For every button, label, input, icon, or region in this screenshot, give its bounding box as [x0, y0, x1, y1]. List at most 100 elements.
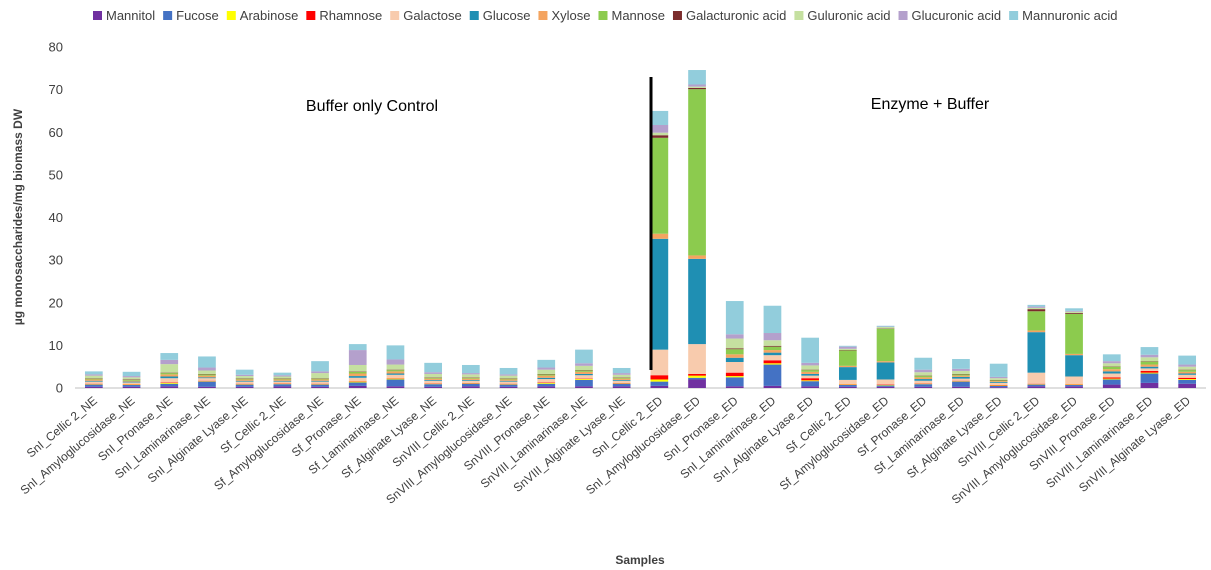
y-tick-label: 70 [49, 82, 63, 97]
legend-swatch [93, 11, 102, 20]
bar-segment [160, 378, 179, 383]
bar-segment [198, 386, 216, 388]
bar-segment [235, 374, 254, 377]
bar-segment [461, 379, 480, 381]
bar-stack [499, 367, 518, 388]
bar-stack [876, 325, 895, 388]
bar-segment [84, 375, 103, 379]
chart-legend: Mannitol Fucose Arabinose Rhamnose Galactose… [93, 8, 1118, 23]
bar-segment [838, 345, 857, 347]
bar-segment [1102, 377, 1121, 379]
bar-segment [461, 364, 480, 374]
legend-item: Mannuronic acid [1009, 8, 1118, 23]
bar-segment [725, 338, 744, 349]
bar-segment [1102, 371, 1121, 374]
bar-segment [1140, 357, 1159, 362]
bar-segment [914, 380, 933, 384]
bar-segment [424, 362, 443, 373]
bar-segment [876, 327, 895, 329]
legend-swatch [469, 11, 479, 20]
bar-segment [273, 384, 292, 387]
bar-segment [1178, 371, 1197, 374]
bar-segment [612, 373, 631, 375]
legend-label: Glucose [483, 8, 531, 23]
bar-segment [876, 361, 895, 363]
bar-segment [122, 385, 141, 387]
bar-segment [1027, 306, 1046, 308]
bar-segment [914, 379, 933, 381]
bar-segment [424, 386, 443, 388]
bar-segment [235, 386, 254, 388]
bar-segment [725, 349, 744, 355]
bar-segment [725, 334, 744, 339]
bar-segment [989, 385, 1008, 388]
bar-segment [235, 381, 254, 384]
bar-segment [1178, 364, 1197, 367]
bar-segment [273, 375, 292, 377]
bar-segment [763, 355, 782, 361]
bar-stack [688, 70, 706, 388]
bar-segment [688, 344, 706, 374]
bar-segment [84, 386, 103, 388]
bar-stack [198, 356, 216, 388]
bar-segment [235, 379, 254, 381]
bar-stack [989, 363, 1008, 388]
bar-segment [198, 377, 216, 379]
bar-segment [1102, 363, 1121, 367]
legend-swatch [390, 11, 400, 20]
bar-segment [989, 382, 1008, 386]
bar-segment [424, 379, 443, 381]
bar-segment [725, 386, 744, 388]
bar-segment [198, 374, 216, 376]
bar-segment [348, 350, 367, 365]
bar-segment [84, 374, 103, 376]
bar-segment [160, 359, 179, 365]
bar-segment [763, 352, 782, 356]
bar-segment [84, 381, 103, 384]
bar-segment [386, 371, 405, 374]
bar-segment [838, 350, 857, 366]
bar-stack [612, 367, 631, 388]
bar-segment [688, 373, 706, 376]
bar-segment [1140, 364, 1159, 367]
bar-segment [1178, 370, 1197, 372]
bar-segment [1140, 370, 1159, 373]
bar-stack [84, 371, 103, 388]
bar-segment [537, 375, 556, 378]
bar-segment [612, 380, 631, 383]
bar-segment [725, 301, 744, 335]
bar-segment [1178, 355, 1197, 365]
bar-segment [575, 379, 593, 380]
legend-swatch [226, 11, 236, 20]
bar-segment [1027, 372, 1046, 384]
bar-segment [989, 382, 1008, 383]
bar-segment [461, 377, 480, 379]
bar-segment [1102, 366, 1121, 370]
bar-stack [424, 362, 443, 388]
bar-segment [461, 374, 480, 378]
bar-segment [1027, 332, 1046, 373]
bar-segment [650, 233, 669, 239]
bar-segment [989, 380, 1008, 382]
bar-segment [537, 377, 556, 380]
bar-segment [311, 384, 329, 387]
bar-segment [725, 376, 744, 378]
legend-item: Xylose [538, 8, 590, 23]
bar-segment [386, 373, 405, 375]
bar-segment [537, 379, 556, 383]
bar-segment [763, 345, 782, 347]
bar-segment [348, 364, 367, 372]
bar-segment [499, 367, 518, 375]
bar-segment [688, 258, 706, 345]
y-tick-label: 20 [49, 295, 63, 310]
bar-segment [612, 383, 631, 387]
bar-segment [914, 369, 933, 373]
legend-label: Glucuronic acid [912, 8, 1002, 23]
bar-segment [1178, 383, 1197, 388]
bar-segment [838, 385, 857, 387]
bar-segment [424, 384, 443, 387]
bar-segment [801, 365, 820, 370]
bar-segment [160, 376, 179, 379]
legend-label: Mannose [611, 8, 664, 23]
bar-segment [612, 378, 631, 380]
